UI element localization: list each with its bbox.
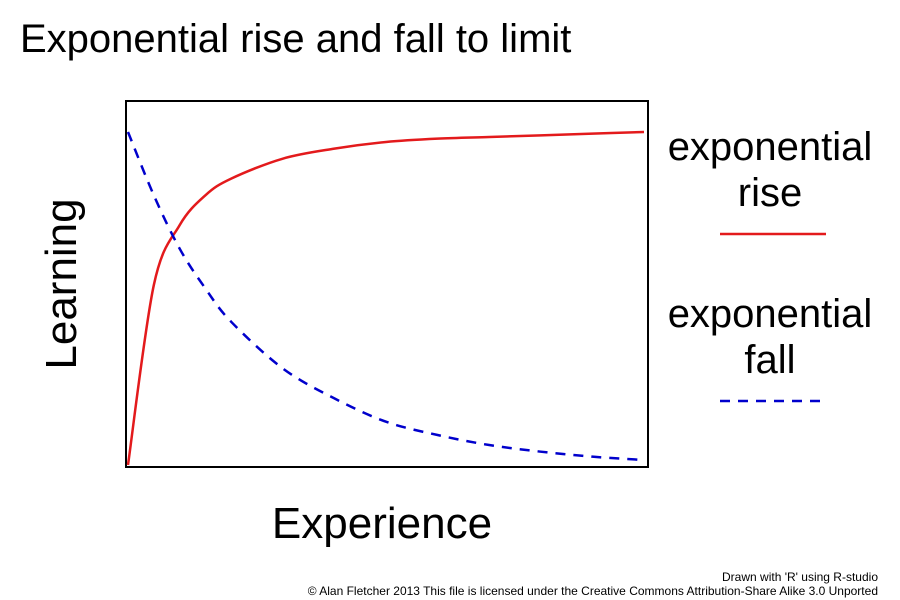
- legend-label-exponential-rise-line-2: rise: [738, 171, 802, 215]
- legend-label-exponential-fall-line-1: exponential: [668, 292, 873, 336]
- credit-line-1: Drawn with 'R' using R-studio: [722, 570, 878, 584]
- credit-line-2: © Alan Fletcher 2013 This file is licens…: [308, 584, 878, 598]
- legend-label-exponential-fall-line-2: fall: [744, 338, 795, 382]
- plot-frame: [125, 100, 649, 468]
- series-layer: [126, 130, 645, 466]
- chart-title: Exponential rise and fall to limit: [20, 17, 571, 61]
- series-line-exponential-fall: [126, 131, 645, 462]
- x-axis-label: Experience: [272, 499, 492, 548]
- legend-label-exponential-rise-line-1: exponential: [668, 125, 873, 169]
- series-line-exponential-rise: [126, 130, 645, 466]
- y-axis-label: Learning: [37, 198, 86, 369]
